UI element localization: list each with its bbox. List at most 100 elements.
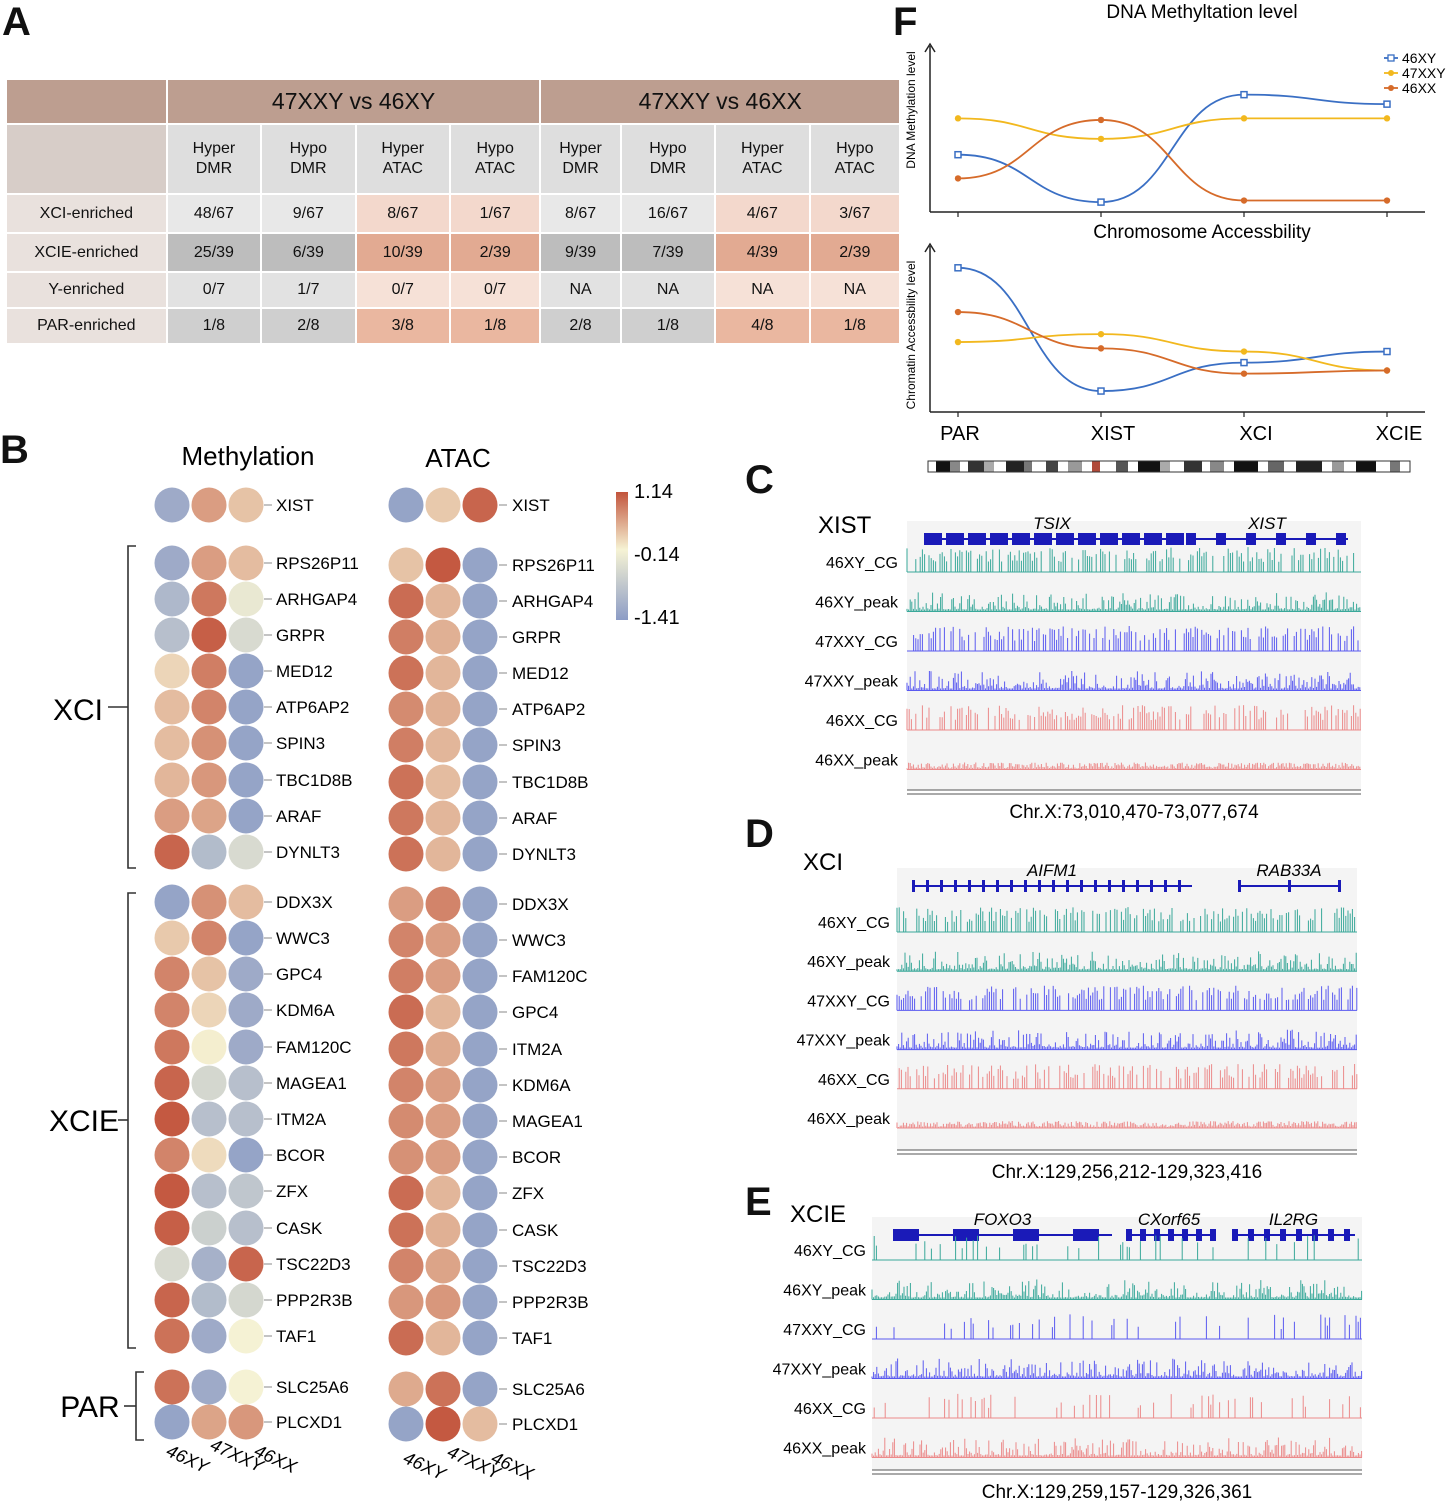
exon [1010, 880, 1013, 892]
category-label: PAR [940, 423, 980, 445]
table-cell: 1/67 [448, 193, 542, 234]
data-point [1383, 197, 1391, 204]
track-signal [873, 1393, 1361, 1418]
atac-bubble [388, 886, 424, 922]
atac-bubble [425, 1031, 461, 1067]
atac-bubble [388, 958, 424, 994]
track-signal [913, 626, 1359, 651]
methylation-gene-label: GRPR [276, 626, 325, 645]
methylation-bubble [154, 1137, 190, 1173]
data-point [1240, 90, 1248, 99]
data-point [1383, 100, 1391, 108]
table-cell: 0/7 [448, 271, 542, 309]
methylation-bubble [191, 1065, 227, 1101]
ideogram-band [1400, 461, 1410, 472]
methylation-bubble [228, 1318, 264, 1354]
methylation-bubble [154, 1210, 190, 1246]
track-label: 46XY_peak [815, 595, 899, 612]
methylation-bubble [154, 487, 190, 523]
atac-bubble [462, 1371, 498, 1407]
atac-bubble [462, 1248, 498, 1284]
methylation-bubble [154, 920, 190, 956]
methylation-bubble [228, 1065, 264, 1101]
methylation-bubble [154, 1318, 190, 1354]
methylation-bubble [228, 1404, 264, 1440]
atac-bubble [462, 487, 498, 523]
table-cell: 7/39 [619, 232, 717, 273]
series-line [957, 333, 1388, 372]
atac-bubble [462, 764, 498, 800]
methylation-gene-label: ARHGAP4 [276, 590, 357, 609]
track-label: 47XXY_CG [815, 634, 898, 651]
methylation-bubble [228, 956, 264, 992]
track-label: 47XXY_peak [797, 1033, 891, 1050]
ideogram-band [1210, 461, 1224, 472]
atac-bubble [388, 994, 424, 1030]
column-header-line1: Hypo [476, 140, 514, 157]
methylation-bubble [191, 545, 227, 581]
ideogram-band [1024, 461, 1032, 472]
table-cell: 2/39 [448, 232, 542, 273]
gene-name: IL2RG [1269, 1210, 1318, 1229]
methylation-bubble [191, 762, 227, 798]
ideogram-band [1234, 461, 1258, 472]
atac-gene-label: MED12 [512, 664, 569, 683]
methylation-bubble [154, 956, 190, 992]
ideogram-band [1046, 461, 1058, 472]
panel-label-b: B [0, 428, 29, 472]
column-header-line2: ATAC [834, 160, 875, 177]
ideogram-band [968, 461, 984, 472]
methylation-bubble [191, 1282, 227, 1318]
colorbar-mid: -0.14 [634, 544, 680, 566]
atac-title: ATAC [425, 443, 490, 473]
atac-bubble [462, 1103, 498, 1139]
column-header-line1: Hyper [381, 140, 425, 157]
exon [1248, 1229, 1254, 1241]
data-point [1097, 345, 1105, 352]
table-cell: 2/39 [808, 232, 902, 273]
atac-bubble [388, 487, 424, 523]
methylation-bubble [228, 487, 264, 523]
ideogram-band [1390, 461, 1400, 472]
methylation-bubble [228, 834, 264, 870]
methylation-bubble [191, 1029, 227, 1065]
atac-bubble [462, 836, 498, 872]
methylation-bubble [154, 1369, 190, 1405]
y-axis-label: DNA Methylation level [904, 51, 918, 168]
atac-gene-label: RPS26P11 [512, 556, 595, 575]
exon [1178, 880, 1181, 892]
atac-bubble [425, 547, 461, 583]
atac-bubble [462, 1284, 498, 1320]
column-header-line2: ATAC [475, 160, 516, 177]
methylation-gene-label: ARAF [276, 807, 321, 826]
ideogram-band [1344, 461, 1356, 472]
exon [990, 533, 1008, 545]
methylation-bubble [191, 798, 227, 834]
exon [1034, 533, 1052, 545]
exon [1108, 880, 1111, 892]
atac-bubble [388, 836, 424, 872]
column-header-line2: DMR [649, 160, 687, 177]
atac-bubble [462, 691, 498, 727]
track-label: 46XX_peak [783, 1441, 867, 1458]
methylation-bubble [154, 689, 190, 725]
track-label: 46XY_CG [794, 1243, 866, 1260]
ideogram-band [1184, 461, 1202, 472]
methylation-bubble [228, 689, 264, 725]
exon [1328, 1229, 1334, 1241]
atac-gene-label: ARHGAP4 [512, 592, 593, 611]
track-signal [871, 1279, 1363, 1300]
track-signal [896, 985, 1358, 1011]
data-point [1097, 198, 1105, 206]
methylation-bubble [228, 762, 264, 798]
data-point [954, 175, 962, 182]
table-cell: NA [808, 271, 902, 309]
atac-bubble [462, 583, 498, 619]
track-signal [898, 1064, 1358, 1089]
group-header: 47XXY vs 46XX [539, 78, 901, 125]
methylation-bubble [228, 617, 264, 653]
table-corner [5, 78, 168, 125]
track-label: 46XX_peak [815, 753, 899, 770]
atac-gene-label: XIST [512, 496, 550, 515]
exon [1078, 533, 1096, 545]
